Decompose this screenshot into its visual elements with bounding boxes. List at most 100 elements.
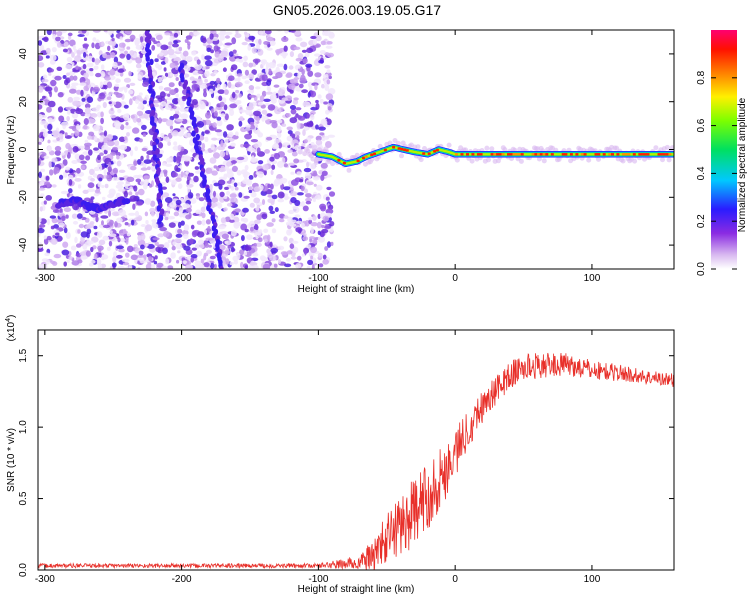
heatmap-cell [238, 192, 243, 198]
heatmap-cell [203, 262, 210, 268]
heatmap-cell [216, 131, 224, 137]
signal-core [460, 153, 464, 156]
heatmap-cell [123, 77, 132, 83]
heatmap-cell [166, 157, 173, 163]
heatmap-cell [229, 197, 237, 203]
heatmap-cell [173, 40, 179, 44]
heatmap-cell [124, 222, 129, 226]
signal-core [561, 153, 565, 156]
heatmap-cell [263, 238, 268, 243]
heatmap-cell [296, 256, 302, 261]
snr-x-label: Height of straight line (km) [298, 584, 415, 595]
heatmap-cell [77, 145, 85, 149]
heatmap-cell [318, 126, 326, 131]
heatmap-cell [84, 139, 89, 144]
heatmap-cell [87, 188, 95, 193]
heatmap-cell [216, 77, 221, 84]
heatmap-cell [167, 48, 175, 56]
heatmap-cell [108, 210, 112, 217]
heatmap-cell [113, 56, 119, 64]
heatmap-cell [80, 49, 88, 55]
heatmap-cell [54, 145, 62, 152]
heatmap-cell [256, 214, 262, 221]
heatmap-cell [328, 32, 335, 39]
heatmap-cell [150, 264, 156, 269]
heatmap-cell [240, 143, 245, 148]
heatmap-cell [276, 63, 284, 68]
heatmap-cell [290, 197, 297, 204]
heatmap-cell [326, 186, 332, 191]
heatmap-cell [294, 145, 302, 151]
heatmap-cell [324, 65, 331, 69]
heatmap-cell [65, 142, 71, 150]
heatmap-cell [38, 138, 44, 142]
heatmap-cell [231, 165, 238, 172]
heatmap-cell [67, 32, 73, 37]
heatmap-cell [292, 99, 299, 105]
heatmap-cell [46, 30, 52, 36]
heatmap-cell [83, 37, 88, 41]
heatmap-cell [100, 111, 104, 118]
spectrogram-y-label: Frequency (Hz) [6, 116, 17, 185]
signal-core [534, 153, 538, 156]
heatmap-cell [74, 153, 81, 160]
heatmap-cell [38, 216, 42, 224]
heatmap-cell [80, 89, 84, 97]
signal-core [512, 153, 516, 156]
heatmap-cell [60, 121, 69, 127]
heatmap-cell [97, 181, 102, 188]
heatmap-cell [277, 245, 285, 251]
heatmap-cell [133, 185, 138, 192]
heatmap-cell [137, 239, 146, 247]
heatmap-cell [242, 61, 249, 68]
stripe-cell [145, 55, 150, 62]
heatmap-cell [290, 78, 298, 84]
heatmap-cell [307, 259, 314, 266]
heatmap-cell [290, 30, 296, 33]
heatmap-cell [177, 228, 183, 235]
signal-core [580, 153, 584, 156]
heatmap-cell [204, 136, 209, 142]
heatmap-cell [135, 191, 139, 197]
heatmap-cell [156, 262, 164, 268]
heatmap-cell [226, 180, 233, 184]
heatmap-cell [235, 58, 241, 62]
heatmap-cell [220, 217, 226, 224]
heatmap-cell [301, 253, 305, 257]
signal-core [422, 152, 426, 155]
heatmap-cell [325, 141, 332, 148]
heatmap-cell [169, 73, 174, 77]
stripe-cell [157, 218, 162, 225]
heatmap-cell [271, 194, 278, 200]
heatmap-cell [183, 132, 191, 138]
heatmap-cell [309, 90, 317, 98]
heatmap-cell [122, 228, 127, 235]
heatmap-cell [260, 59, 267, 65]
heatmap-cell [213, 70, 218, 75]
heatmap-cell [175, 118, 184, 122]
heatmap-cell [194, 166, 200, 170]
heatmap-cell [218, 167, 225, 173]
heatmap-cell [290, 256, 297, 260]
heatmap-cell [249, 202, 255, 208]
heatmap-cell [154, 58, 159, 63]
heatmap-cell [124, 87, 128, 93]
heatmap-cell [254, 129, 261, 135]
heatmap-cell [82, 63, 87, 70]
heatmap-cell [319, 98, 324, 104]
snr-y-ticks: 0.0 0.5 1.0 1.5 [18, 348, 674, 577]
signal-core [493, 153, 497, 156]
heatmap-cell [140, 224, 147, 227]
heatmap-cell [84, 103, 91, 109]
heatmap-cell [62, 75, 67, 79]
heatmap-cell [82, 43, 89, 48]
heatmap-cell [42, 74, 48, 80]
heatmap-cell [38, 86, 44, 93]
heatmap-cell [234, 81, 243, 88]
signal-core [471, 153, 475, 156]
heatmap-cell [216, 83, 221, 91]
heatmap-cell [193, 31, 200, 36]
stripe-cell [180, 76, 185, 83]
heatmap-cell [313, 183, 317, 187]
heatmap-cell [186, 175, 191, 181]
